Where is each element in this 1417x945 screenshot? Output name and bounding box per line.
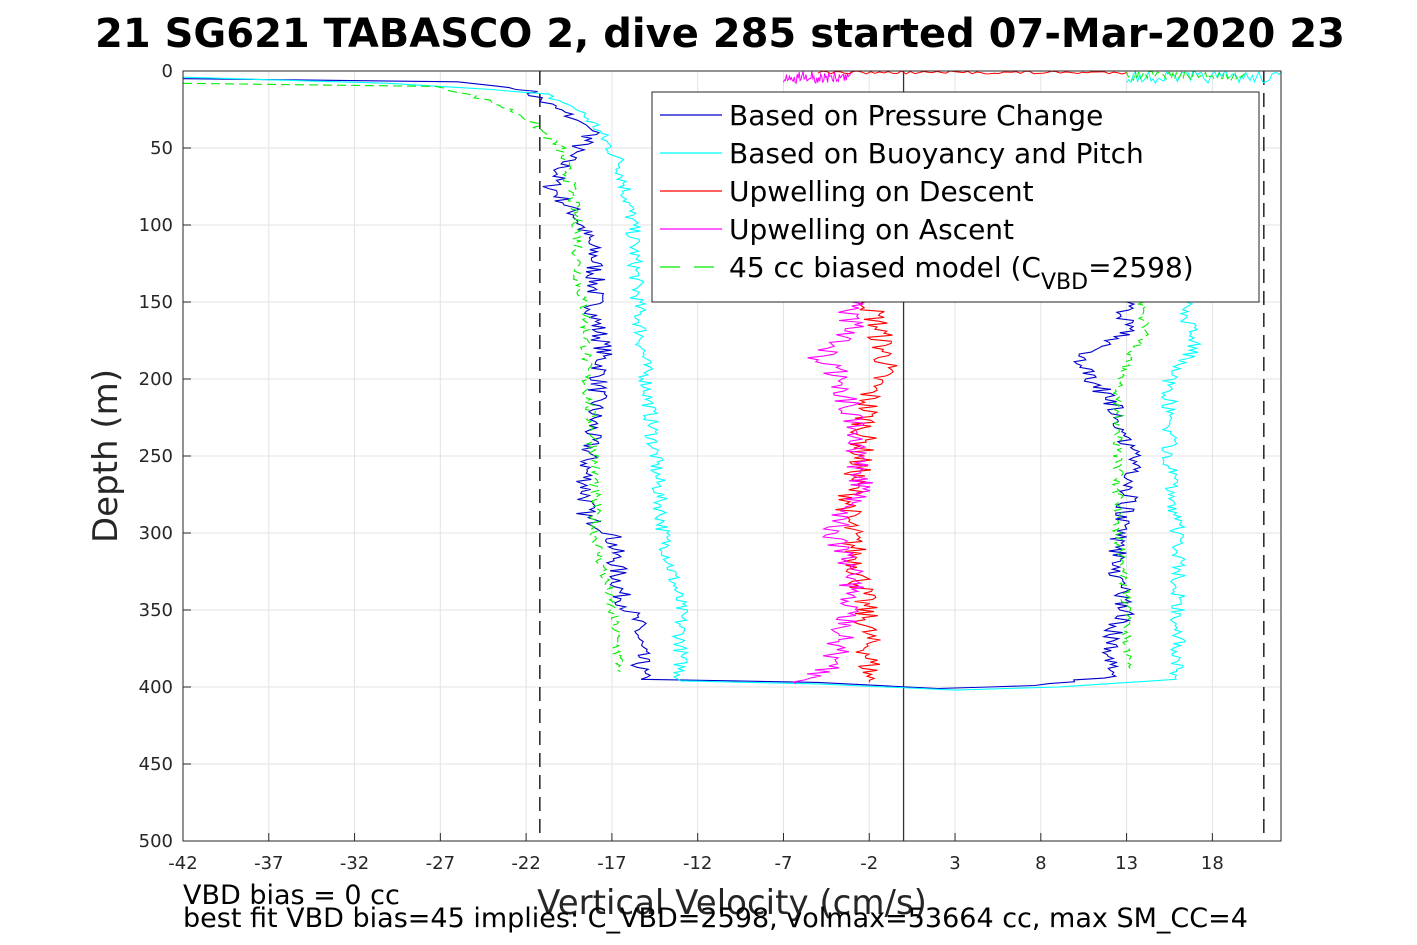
y-tick-label: 200 bbox=[139, 369, 173, 390]
footer-line1: VBD bias = 0 cc bbox=[183, 880, 400, 911]
legend-text: 45 cc biased model (C bbox=[729, 251, 1041, 284]
x-tick-label: -2 bbox=[860, 853, 878, 874]
legend-box bbox=[651, 91, 1260, 303]
y-tick-label: 400 bbox=[139, 677, 173, 698]
legend-subscript: VBD bbox=[1041, 270, 1088, 295]
y-axis-ticks: 0 50 100 150 200 250 300 350 400 450 500 bbox=[139, 61, 191, 852]
x-axis-label: Vertical Velocity (cm/s) bbox=[537, 883, 927, 923]
legend-tail: =2598) bbox=[1088, 251, 1194, 284]
series-line-pressure bbox=[182, 78, 1142, 690]
data-series bbox=[182, 69, 1282, 691]
x-tick-label: -7 bbox=[774, 853, 792, 874]
y-tick-label: 300 bbox=[139, 523, 173, 544]
y-axis-label: Depth (m) bbox=[86, 369, 126, 543]
y-tick-label: 0 bbox=[162, 61, 173, 82]
chart-title: 21 SG621 TABASCO 2, dive 285 started 07-… bbox=[95, 11, 1345, 57]
legend-text: Upwelling on Ascent bbox=[729, 213, 1014, 246]
x-tick-label: 8 bbox=[1035, 853, 1046, 874]
x-tick-label: -32 bbox=[340, 853, 369, 874]
y-tick-label: 100 bbox=[139, 215, 173, 236]
legend-label: Upwelling on Descent bbox=[729, 175, 1034, 208]
x-axis-ticks: -42 -37 -32 -27 -22 -17 -12 -7 -2 3 8 13 18 bbox=[168, 833, 1224, 874]
footer-line2: best fit VBD bias=45 implies: C_VBD=2598… bbox=[183, 903, 1248, 934]
legend-text: Upwelling on Descent bbox=[729, 175, 1034, 208]
y-tick-label: 450 bbox=[139, 754, 173, 775]
surface-noise-up_descent bbox=[817, 70, 1127, 75]
legend-text: Based on Pressure Change bbox=[729, 99, 1103, 132]
x-tick-label: -27 bbox=[426, 853, 455, 874]
x-tick-label: 18 bbox=[1201, 853, 1224, 874]
surface-noise-up_ascent bbox=[783, 70, 853, 85]
y-tick-label: 150 bbox=[139, 292, 173, 313]
legend-label: 45 cc biased model (CVBD=2598) bbox=[729, 251, 1194, 295]
legend: Based on Pressure Change Based on Buoyanc… bbox=[651, 91, 1260, 303]
y-tick-label: 500 bbox=[139, 831, 173, 852]
series-line-up_ascent bbox=[792, 301, 873, 685]
x-tick-label: -42 bbox=[168, 853, 197, 874]
x-tick-label: -37 bbox=[254, 853, 283, 874]
surface-noise-model bbox=[1126, 69, 1247, 81]
x-tick-label: -17 bbox=[597, 853, 626, 874]
y-tick-label: 50 bbox=[150, 138, 173, 159]
legend-label: Upwelling on Ascent bbox=[729, 213, 1014, 246]
y-tick-label: 250 bbox=[139, 446, 173, 467]
surface-noise-buoyancy bbox=[1126, 70, 1282, 85]
series-line-up_descent bbox=[835, 301, 898, 683]
legend-label: Based on Buoyancy and Pitch bbox=[729, 137, 1144, 170]
legend-text: Based on Buoyancy and Pitch bbox=[729, 137, 1144, 170]
y-tick-label: 350 bbox=[139, 600, 173, 621]
x-tick-label: 13 bbox=[1115, 853, 1138, 874]
x-tick-label: -22 bbox=[511, 853, 540, 874]
series-line-model bbox=[1110, 301, 1150, 669]
legend-label: Based on Pressure Change bbox=[729, 99, 1103, 132]
x-tick-label: 3 bbox=[949, 853, 960, 874]
x-tick-label: -12 bbox=[683, 853, 712, 874]
series-line-buoyancy bbox=[182, 76, 1203, 691]
series-line-model bbox=[182, 82, 624, 673]
